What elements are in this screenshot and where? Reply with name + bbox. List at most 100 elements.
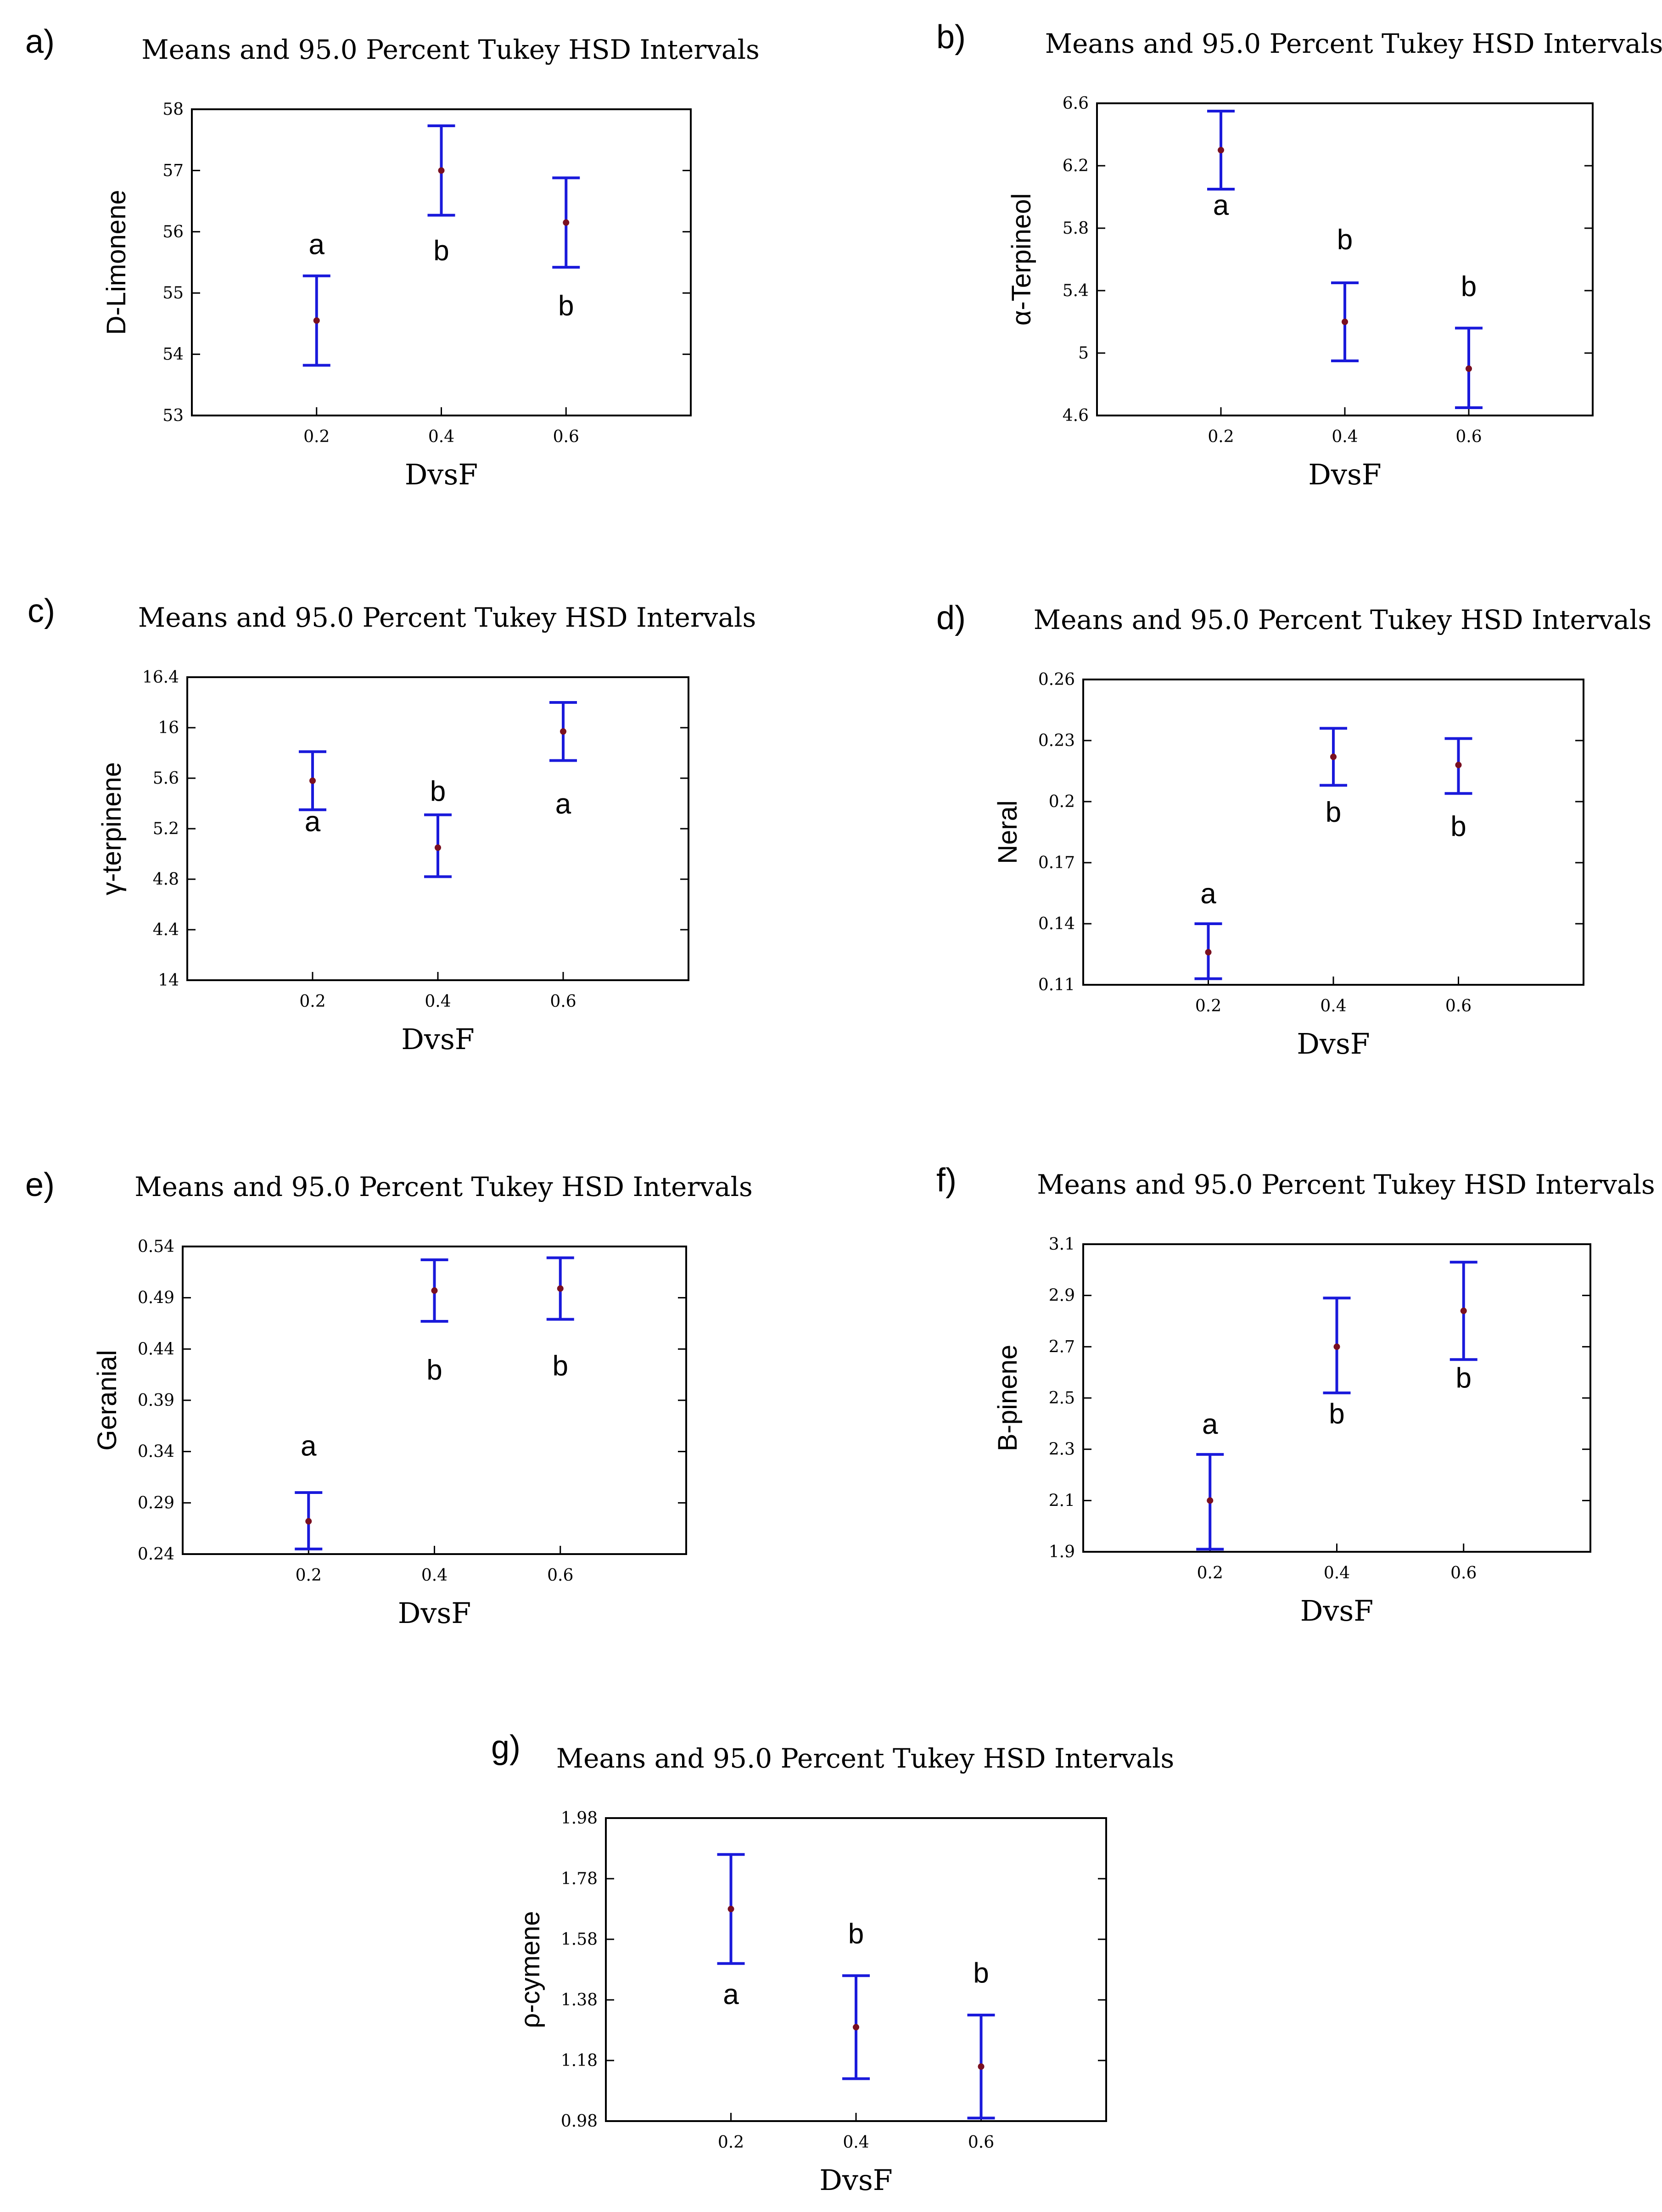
group-letter: b [426, 1354, 442, 1386]
y-tick-label: 1.38 [561, 1991, 598, 2010]
y-tick-label: 0.23 [1038, 731, 1075, 750]
y-tick-label: 2.7 [1049, 1337, 1075, 1356]
panel-letter: f) [936, 1162, 957, 1199]
y-tick-label: 6.2 [1063, 157, 1089, 175]
y-tick-label: 0.2 [1049, 792, 1075, 811]
y-tick-label: 0.24 [138, 1545, 174, 1564]
x-tick-label: 0.4 [1332, 427, 1358, 446]
x-axis-label: DvsF [401, 1022, 475, 1056]
panel-letter: c) [28, 593, 55, 629]
mean-point [1460, 1308, 1467, 1314]
plot-frame [1096, 102, 1594, 416]
y-axis-label: ρ-cymene [515, 1911, 545, 2028]
x-tick-label: 0.2 [296, 1566, 322, 1585]
y-tick-label: 54 [162, 345, 184, 364]
group-letter: b [1329, 1398, 1344, 1430]
y-tick-label: 1.78 [561, 1870, 598, 1888]
y-tick-label: 53 [162, 406, 184, 425]
group-letter: b [553, 1350, 568, 1382]
y-tick-label: 0.98 [561, 2112, 598, 2131]
chart-title: Means and 95.0 Percent Tukey HSD Interva… [1037, 1169, 1655, 1200]
mean-point [1342, 319, 1348, 325]
group-letter: b [1456, 1362, 1472, 1394]
y-tick-label: 16.4 [142, 668, 179, 687]
group-letter: b [1326, 797, 1341, 828]
chart-title: Means and 95.0 Percent Tukey HSD Interva… [1034, 604, 1652, 635]
x-tick-label: 0.4 [425, 992, 451, 1011]
y-tick-label: 57 [162, 161, 184, 180]
group-letter: b [973, 1958, 989, 1989]
panel-letter: g) [491, 1729, 520, 1766]
y-tick-label: 0.34 [138, 1443, 174, 1461]
group-letter: a [301, 1430, 317, 1462]
x-tick-label: 0.2 [299, 992, 325, 1011]
mean-point [1218, 147, 1224, 153]
x-tick-label: 0.2 [1208, 427, 1234, 446]
y-tick-label: 14 [158, 971, 179, 990]
mean-point [1455, 762, 1462, 769]
y-tick-label: 1.9 [1049, 1543, 1075, 1561]
mean-point [1333, 1343, 1340, 1350]
x-tick-label: 0.6 [1455, 427, 1482, 446]
chart-panel-g: g) Means and 95.0 Percent Tukey HSD Inter… [491, 1729, 1174, 2197]
y-tick-label: 5.4 [1063, 281, 1089, 300]
panel-letter: d) [936, 600, 966, 636]
y-tick-label: 4.4 [153, 921, 179, 939]
y-tick-label: 55 [162, 284, 184, 303]
chart-panel-b: b) Means and 95.0 Percent Tukey HSD Inter… [936, 19, 1662, 491]
y-axis-label: B-pinene [993, 1345, 1023, 1451]
x-tick-label: 0.6 [1445, 997, 1472, 1016]
y-tick-label: 0.39 [138, 1391, 174, 1410]
y-tick-label: 4.8 [153, 870, 179, 889]
mean-point [978, 2063, 985, 2070]
panel-letter: b) [936, 19, 966, 56]
y-tick-label: 6.6 [1063, 94, 1089, 113]
chart-panel-d: d) Means and 95.0 Percent Tukey HSD Inter… [936, 600, 1651, 1061]
y-tick-label: 58 [162, 100, 184, 119]
y-tick-label: 5.8 [1063, 219, 1089, 238]
x-axis-label: DvsF [405, 458, 478, 491]
x-tick-label: 0.4 [843, 2133, 869, 2152]
group-letter: b [848, 1918, 864, 1950]
mean-point [313, 317, 320, 324]
y-tick-label: 1.98 [561, 1809, 598, 1828]
mean-point [853, 2024, 859, 2031]
y-tick-label: 1.18 [561, 2051, 598, 2070]
group-letter: a [1200, 878, 1216, 910]
mean-point [305, 1518, 312, 1525]
y-tick-label: 5.6 [153, 769, 179, 788]
x-tick-label: 0.2 [303, 427, 330, 446]
mean-point [727, 1906, 734, 1912]
y-tick-label: 2.9 [1049, 1286, 1075, 1305]
y-tick-label: 0.11 [1038, 976, 1075, 994]
chart-title: Means and 95.0 Percent Tukey HSD Interva… [556, 1743, 1175, 1774]
y-axis-label: γ-terpinene [97, 762, 127, 895]
x-axis-label: DvsF [398, 1596, 471, 1630]
x-tick-label: 0.6 [968, 2133, 994, 2152]
y-tick-label: 0.54 [138, 1237, 174, 1256]
panel-letter: e) [25, 1167, 55, 1203]
x-axis-label: DvsF [1300, 1594, 1374, 1628]
chart-panel-a: a) Means and 95.0 Percent Tukey HSD Inter… [25, 23, 760, 491]
group-letter: b [433, 235, 449, 267]
y-tick-label: 0.44 [138, 1340, 174, 1359]
mean-point [563, 219, 570, 226]
y-tick-label: 5 [1078, 344, 1089, 363]
mean-point [435, 844, 441, 851]
chart-title: Means and 95.0 Percent Tukey HSD Interva… [134, 1171, 753, 1202]
x-axis-label: DvsF [819, 2163, 893, 2197]
y-tick-label: 16 [158, 719, 179, 737]
mean-point [1207, 1497, 1214, 1504]
chart-title: Means and 95.0 Percent Tukey HSD Interva… [1045, 28, 1662, 59]
y-axis-label: Neral [993, 800, 1023, 864]
plot-frame [1082, 679, 1584, 986]
y-tick-label: 4.6 [1063, 406, 1089, 425]
group-letter: a [1213, 190, 1229, 221]
group-letter: b [558, 290, 574, 322]
y-tick-label: 0.49 [138, 1289, 174, 1308]
x-tick-label: 0.2 [1195, 997, 1221, 1016]
group-letter: a [305, 806, 321, 838]
x-tick-label: 0.2 [718, 2133, 744, 2152]
group-letter: b [430, 776, 446, 808]
